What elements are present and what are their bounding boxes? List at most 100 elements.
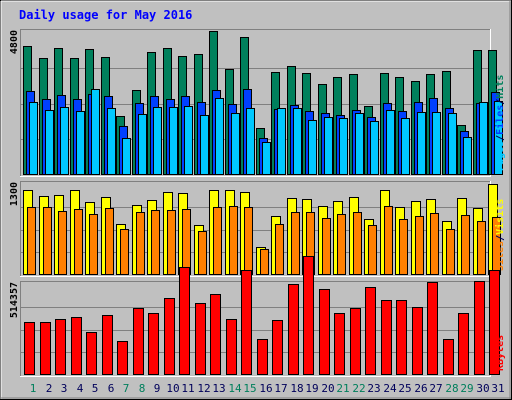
bar-pages-day-23 [371,122,379,175]
day-label: 12 [197,382,210,395]
scale-label: 4800 [9,30,20,54]
legend-entry: Hits [494,75,506,99]
bar-kbytes-day-28 [444,340,454,375]
day-label: 19 [305,382,318,395]
day-label: 20 [321,382,334,395]
day-label: 16 [259,382,272,395]
bar-pages-day-1 [30,103,38,175]
bar-sites-day-17 [276,225,284,275]
panel-visits-sites: 1300 Sites/Visits [9,181,506,277]
bar-sites-day-24 [385,207,393,275]
bar-kbytes-day-10 [165,299,175,375]
bar-kbytes-day-12 [196,304,206,375]
bar-sites-day-10 [168,211,176,275]
bar-sites-day-3 [59,212,67,275]
day-label: 1 [30,382,37,395]
day-label: 3 [61,382,68,395]
bar-pages-day-28 [449,114,457,175]
bar-sites-day-21 [338,215,346,275]
bar-kbytes-day-2 [41,323,51,375]
bar-pages-day-8 [139,115,147,175]
day-label: 17 [274,382,287,395]
bar-kbytes-day-15 [242,271,252,375]
bar-pages-day-10 [170,108,178,175]
day-label: 5 [92,382,99,395]
bar-kbytes-day-11 [180,268,190,375]
bar-pages-day-11 [185,107,193,175]
bar-pages-day-3 [61,108,69,175]
bar-pages-day-5 [92,90,100,175]
day-label: 21 [336,382,349,395]
day-label: 15 [243,382,256,395]
legend: Pages/Files/Hits [494,75,506,171]
bar-sites-day-30 [478,222,486,275]
bar-sites-day-22 [354,213,362,275]
chart-title: Daily usage for May 2016 [19,8,192,22]
bar-sites-day-20 [323,219,331,275]
scale-label: 514357 [9,282,20,318]
legend-entry: Files [494,105,506,135]
bar-pages-day-20 [325,118,333,175]
legend-entry: Visits [494,199,506,235]
bar-sites-day-25 [400,220,408,275]
bar-pages-day-4 [77,112,85,175]
day-label: 27 [429,382,442,395]
legend-entry: Pages [495,141,506,171]
bar-sites-day-27 [431,214,439,275]
bar-kbytes-day-16 [258,340,268,375]
bar-pages-day-29 [464,138,472,175]
bar-sites-day-11 [183,210,191,275]
bar-pages-day-15 [247,109,255,175]
bar-pages-day-17 [278,109,286,175]
bar-pages-day-25 [402,119,410,175]
bar-pages-day-16 [263,143,271,175]
bar-kbytes-day-24 [382,301,392,375]
bar-kbytes-day-25 [397,301,407,375]
day-label: 18 [290,382,303,395]
day-label: 7 [123,382,130,395]
bar-pages-day-2 [46,111,54,175]
bar-pages-day-12 [201,116,209,175]
bar-kbytes-day-4 [72,318,82,375]
bar-pages-day-9 [154,108,162,175]
day-label: 13 [212,382,225,395]
day-label: 24 [383,382,397,395]
bar-pages-day-30 [480,103,488,175]
bar-sites-day-15 [245,208,253,275]
bar-kbytes-day-18 [289,285,299,375]
day-label: 25 [398,382,411,395]
day-label: 31 [491,382,504,395]
day-label: 28 [445,382,458,395]
bar-pages-day-14 [232,114,240,175]
bar-kbytes-day-21 [335,314,345,375]
day-label: 8 [139,382,146,395]
day-label: 26 [414,382,427,395]
bar-sites-day-8 [137,213,145,275]
bar-sites-day-9 [152,211,160,275]
day-label: 2 [46,382,53,395]
bar-kbytes-day-5 [87,333,97,375]
bar-sites-day-29 [462,216,470,275]
bar-pages-day-18 [294,109,302,175]
bar-sites-day-1 [28,208,36,275]
bar-sites-day-6 [106,209,114,275]
bar-pages-day-21 [340,119,348,175]
day-label: 22 [352,382,365,395]
bar-sites-day-18 [292,213,300,275]
bar-sites-day-4 [75,210,83,275]
scale-label: 1300 [9,182,20,206]
bar-kbytes-day-1 [25,323,35,375]
bar-sites-day-5 [90,215,98,275]
legend-entry: Sites [494,241,506,271]
bar-pages-day-6 [108,109,116,175]
bar-kbytes-day-22 [351,309,361,375]
bar-kbytes-day-13 [211,295,221,375]
bar-kbytes-day-17 [273,321,283,375]
bar-sites-day-2 [44,208,52,275]
panel-hits-files-pages: 4800 Pages/Files/Hits [9,29,506,177]
bar-pages-day-19 [309,121,317,175]
bar-kbytes-day-20 [320,290,330,375]
bar-sites-day-26 [416,217,424,275]
bar-pages-day-26 [418,113,426,175]
